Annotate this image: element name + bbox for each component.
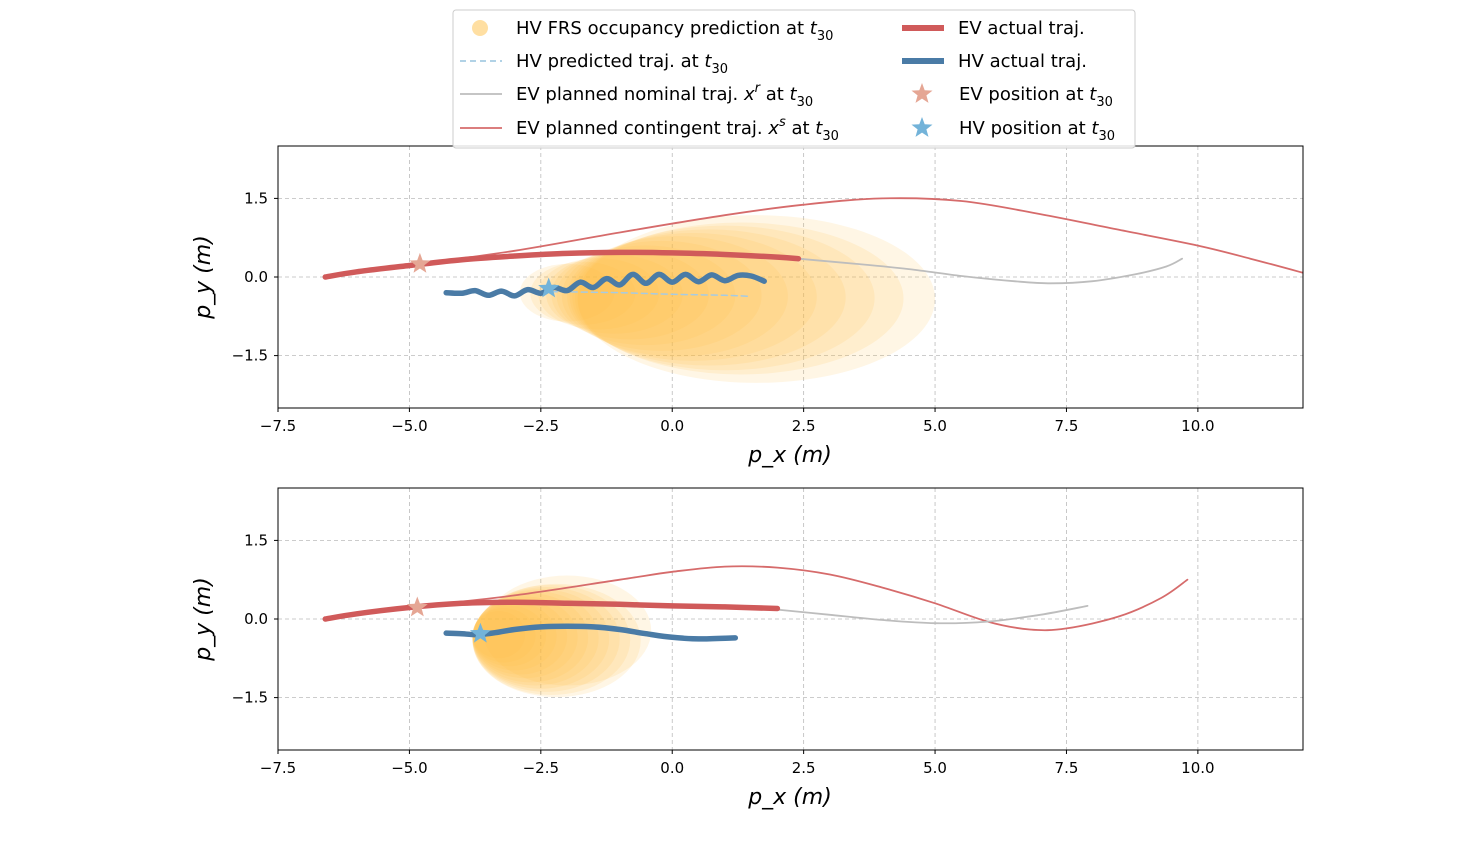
- bottom-y-label-text: p_y (m): [191, 577, 216, 662]
- bottom-frs-ellipse: [472, 607, 536, 663]
- legend-box: [452, 9, 1136, 149]
- top-x-tick-label: 7.5: [1055, 417, 1079, 435]
- bottom-y-tick-label: 0.0: [244, 610, 268, 628]
- bottom-hv-position-star: [469, 622, 491, 643]
- bottom-frs-ellipse: [472, 584, 631, 695]
- bottom-ticks: −7.5 −5.0 −2.5 0.0 2.5 5.0 7.5 10.0 1.5 0.0 −1.5: [232, 531, 1215, 777]
- top-frs-ellipse: [572, 229, 846, 366]
- top-hv-position-star: [538, 277, 560, 298]
- top-y-label-text: p_y (m): [191, 235, 216, 320]
- bottom-ev-cont-line: [419, 565, 1189, 632]
- bottom-x-tick-label: −2.5: [523, 759, 559, 777]
- top-frs-occupancy: [519, 215, 936, 383]
- bottom-ev-nom-line: [776, 605, 1089, 625]
- top-x-tick-label: 10.0: [1181, 417, 1214, 435]
- legend: HV FRS occupancy prediction at t30 HV pre…: [452, 9, 1136, 149]
- bottom-x-tick-label: 2.5: [792, 759, 816, 777]
- top-x-tick-label: 0.0: [660, 417, 684, 435]
- bottom-subplot: −7.5 −5.0 −2.5 0.0 2.5 5.0 7.5 10.0 1.5 0.0 −1.5 p…: [191, 487, 1304, 810]
- top-x-tick-label: 5.0: [923, 417, 947, 435]
- bottom-frs-ellipse: [472, 605, 547, 667]
- top-frs-ellipse: [569, 232, 817, 361]
- top-ev-nom-line: [797, 257, 1183, 285]
- top-y-axis-label: p_y (m): [191, 235, 216, 320]
- bottom-frs-ellipse: [472, 589, 610, 689]
- top-frs-ellipse: [546, 254, 683, 334]
- top-x-label-text: p_x (m): [747, 443, 832, 468]
- top-ev-position-star: [409, 252, 431, 273]
- bottom-frs-ellipse: [472, 591, 599, 686]
- top-subplot: −7.5 −5.0 −2.5 0.0 2.5 5.0 7.5 10.0 1.5 0.0 −1.5 p…: [191, 145, 1304, 468]
- legend-hv-pred-label: HV predicted traj. at t30: [516, 51, 728, 77]
- legend-frs-handle: [472, 20, 488, 36]
- legend-ev-nom-label: EV planned nominal traj. xr at t30: [516, 81, 813, 110]
- bottom-x-tick-label: 0.0: [660, 759, 684, 777]
- top-frs-ellipse: [561, 240, 762, 351]
- top-ev-cont-line: [419, 197, 1303, 274]
- top-x-axis-label: p_x (m): [747, 443, 832, 468]
- bottom-ev-act-line: [322, 599, 781, 622]
- bottom-frs-ellipse: [472, 583, 641, 698]
- bottom-position-markers: [406, 596, 491, 643]
- legend-ev-act-label: EV actual traj.: [958, 18, 1085, 39]
- top-frs-ellipse: [574, 225, 875, 371]
- top-x-tick-label: −5.0: [391, 417, 427, 435]
- bottom-y-tick-label: −1.5: [232, 689, 268, 707]
- bottom-x-tick-label: −7.5: [260, 759, 296, 777]
- bottom-x-tick-label: 5.0: [923, 759, 947, 777]
- top-frs-ellipse: [577, 215, 936, 383]
- bottom-y-axis-label: p_y (m): [191, 577, 216, 662]
- top-x-tick-label: −7.5: [260, 417, 296, 435]
- top-frs-ellipse: [551, 250, 710, 340]
- bottom-frs-ellipse: [472, 602, 557, 671]
- bottom-frs-ellipse: [472, 599, 568, 675]
- top-y-tick-label: 0.0: [244, 268, 268, 286]
- legend-hv-pos-handle: [911, 117, 933, 137]
- bottom-x-axis-label: p_x (m): [747, 785, 832, 810]
- top-x-tick-label: 2.5: [792, 417, 816, 435]
- legend-ev-cont-label: EV planned contingent traj. xs at t30: [516, 115, 839, 144]
- top-position-markers: [409, 252, 560, 298]
- legend-hv-act-label: HV actual traj.: [958, 51, 1087, 72]
- bottom-x-tick-label: 10.0: [1181, 759, 1214, 777]
- top-ev-act-line: [322, 249, 802, 280]
- legend-ev-pos-label: EV position at t30: [959, 84, 1113, 110]
- top-y-tick-label: −1.5: [232, 347, 268, 365]
- top-hv-pred-line: [550, 290, 752, 298]
- top-hv-act-line: [443, 271, 767, 299]
- bottom-trajectories: [322, 565, 1189, 642]
- top-x-tick-label: −2.5: [523, 417, 559, 435]
- top-y-tick-label: 1.5: [244, 189, 268, 207]
- bottom-ev-position-star: [406, 596, 428, 617]
- top-frs-ellipse: [567, 236, 788, 357]
- top-grid: [278, 146, 1303, 408]
- bottom-frs-occupancy: [472, 575, 652, 698]
- legend-frs-label: HV FRS occupancy prediction at t30: [516, 18, 833, 44]
- bottom-x-tick-label: −5.0: [391, 759, 427, 777]
- legend-ev-pos-handle: [911, 83, 933, 103]
- bottom-y-tick-label: 1.5: [244, 531, 268, 549]
- top-trajectories: [322, 197, 1303, 299]
- bottom-frs-ellipse: [472, 593, 589, 683]
- top-ticks: −7.5 −5.0 −2.5 0.0 2.5 5.0 7.5 10.0 1.5 0.0 −1.5: [232, 189, 1215, 435]
- bottom-x-tick-label: 7.5: [1055, 759, 1079, 777]
- bottom-x-label-text: p_x (m): [747, 785, 832, 810]
- bottom-grid: [278, 488, 1303, 750]
- legend-hv-pos-label: HV position at t30: [959, 118, 1115, 144]
- bottom-frs-ellipse: [472, 596, 578, 679]
- top-frs-ellipse: [556, 245, 736, 346]
- bottom-frs-ellipse: [472, 587, 620, 692]
